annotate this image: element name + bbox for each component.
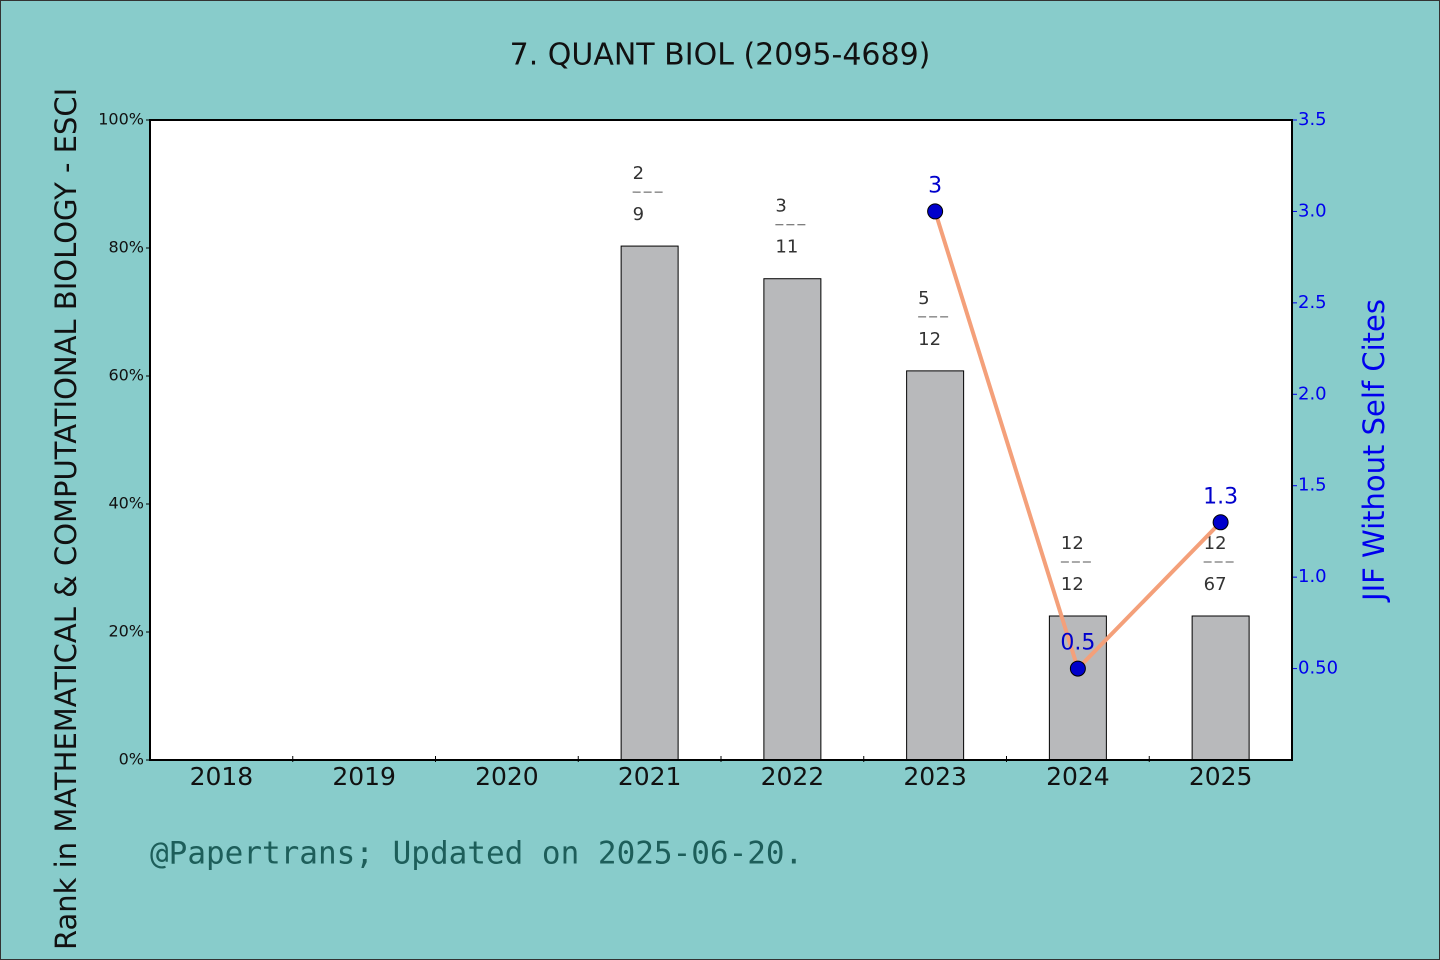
- y-tick-label: 100%: [98, 110, 144, 129]
- y-tick-label: 60%: [108, 366, 144, 385]
- plot-area: [150, 120, 1292, 760]
- rank-denominator: 11: [775, 237, 798, 258]
- bar: [906, 370, 965, 761]
- x-tick-label: 2020: [475, 762, 539, 791]
- rank-denominator: 12: [918, 329, 941, 350]
- y-tick-label: 20%: [108, 622, 144, 641]
- rank-denominator: 67: [1204, 574, 1227, 595]
- y2-tick-label: 1.0: [1298, 566, 1327, 587]
- line-value-label: 1.3: [1203, 484, 1238, 509]
- plot-border: [149, 119, 1293, 761]
- line-value-label: 3: [928, 173, 942, 198]
- x-tick-label: 2023: [903, 762, 967, 791]
- rank-denominator: 12: [1061, 574, 1084, 595]
- rank-numerator: 12: [1204, 533, 1227, 554]
- rank-numerator: 12: [1061, 533, 1084, 554]
- y-tick-label: 80%: [108, 238, 144, 257]
- rank-numerator: 2: [633, 163, 644, 184]
- rank-numerator: 3: [775, 196, 786, 217]
- y2-tick-label: 1.5: [1298, 475, 1327, 496]
- y2-tick-label: 2.5: [1298, 292, 1327, 313]
- x-tick-label: 2024: [1046, 762, 1110, 791]
- rank-numerator: 5: [918, 288, 929, 309]
- x-tick-label: 2021: [618, 762, 682, 791]
- y-tick-label: 0%: [119, 750, 144, 769]
- y2-tick-label: 3.5: [1298, 109, 1327, 130]
- y2-tick-label: 0.50: [1298, 658, 1338, 679]
- x-tick-label: 2022: [761, 762, 825, 791]
- y-axis-label: Rank in MATHEMATICAL & COMPUTATIONAL BIO…: [49, 88, 83, 950]
- x-tick-label: 2019: [332, 762, 396, 791]
- rank-denominator: 9: [633, 204, 644, 225]
- y-tick-label: 40%: [108, 494, 144, 513]
- bar: [1191, 615, 1250, 761]
- bar: [620, 245, 679, 761]
- line-value-label: 0.5: [1060, 631, 1095, 656]
- x-tick-label: 2025: [1189, 762, 1253, 791]
- bar: [1048, 615, 1107, 761]
- chart-title: 7. QUANT BIOL (2095-4689): [510, 38, 931, 73]
- footer: @Papertrans; Updated on 2025-06-20.: [150, 836, 803, 872]
- y2-axis-label: JIF Without Self Cites: [1357, 299, 1391, 603]
- x-tick-label: 2018: [190, 762, 254, 791]
- bar: [763, 278, 822, 761]
- y2-tick-label: 3.0: [1298, 200, 1327, 221]
- line-marker: [1069, 660, 1086, 677]
- line-marker: [927, 203, 944, 220]
- line-marker: [1212, 514, 1229, 531]
- y2-tick-label: 2.0: [1298, 383, 1327, 404]
